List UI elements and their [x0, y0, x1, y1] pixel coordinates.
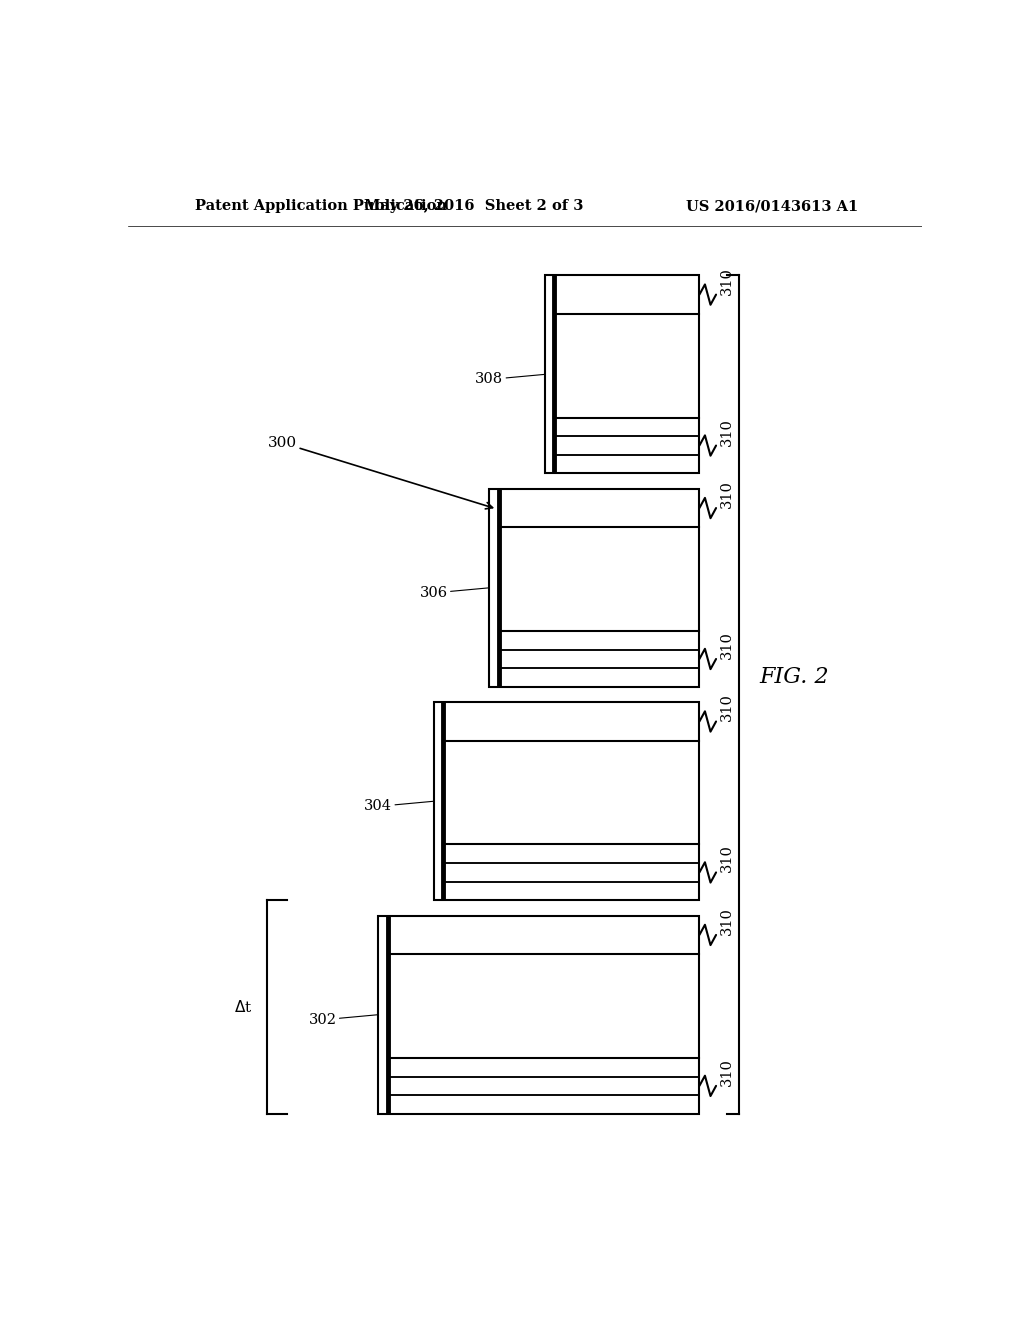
Bar [378, 916, 699, 1114]
Text: 310: 310 [720, 631, 734, 659]
Text: 310: 310 [720, 1059, 734, 1086]
Text: 304: 304 [365, 800, 433, 813]
Bar [433, 702, 699, 900]
Text: 302: 302 [308, 1012, 378, 1027]
Text: 310: 310 [720, 693, 734, 722]
Text: Patent Application Publication: Patent Application Publication [196, 199, 447, 213]
Bar [545, 276, 699, 474]
Text: 310: 310 [720, 417, 734, 446]
Text: $\Delta$t: $\Delta$t [234, 999, 253, 1015]
Text: 310: 310 [720, 845, 734, 873]
Text: May 26, 2016  Sheet 2 of 3: May 26, 2016 Sheet 2 of 3 [364, 199, 583, 213]
Text: FIG. 2: FIG. 2 [760, 665, 829, 688]
Text: 300: 300 [268, 436, 493, 510]
Text: 306: 306 [420, 586, 489, 599]
Text: US 2016/0143613 A1: US 2016/0143613 A1 [686, 199, 858, 213]
Bar [489, 488, 699, 686]
Text: 308: 308 [475, 372, 545, 387]
Text: 310: 310 [720, 907, 734, 935]
Text: 310: 310 [720, 480, 734, 508]
Text: 310: 310 [720, 267, 734, 294]
